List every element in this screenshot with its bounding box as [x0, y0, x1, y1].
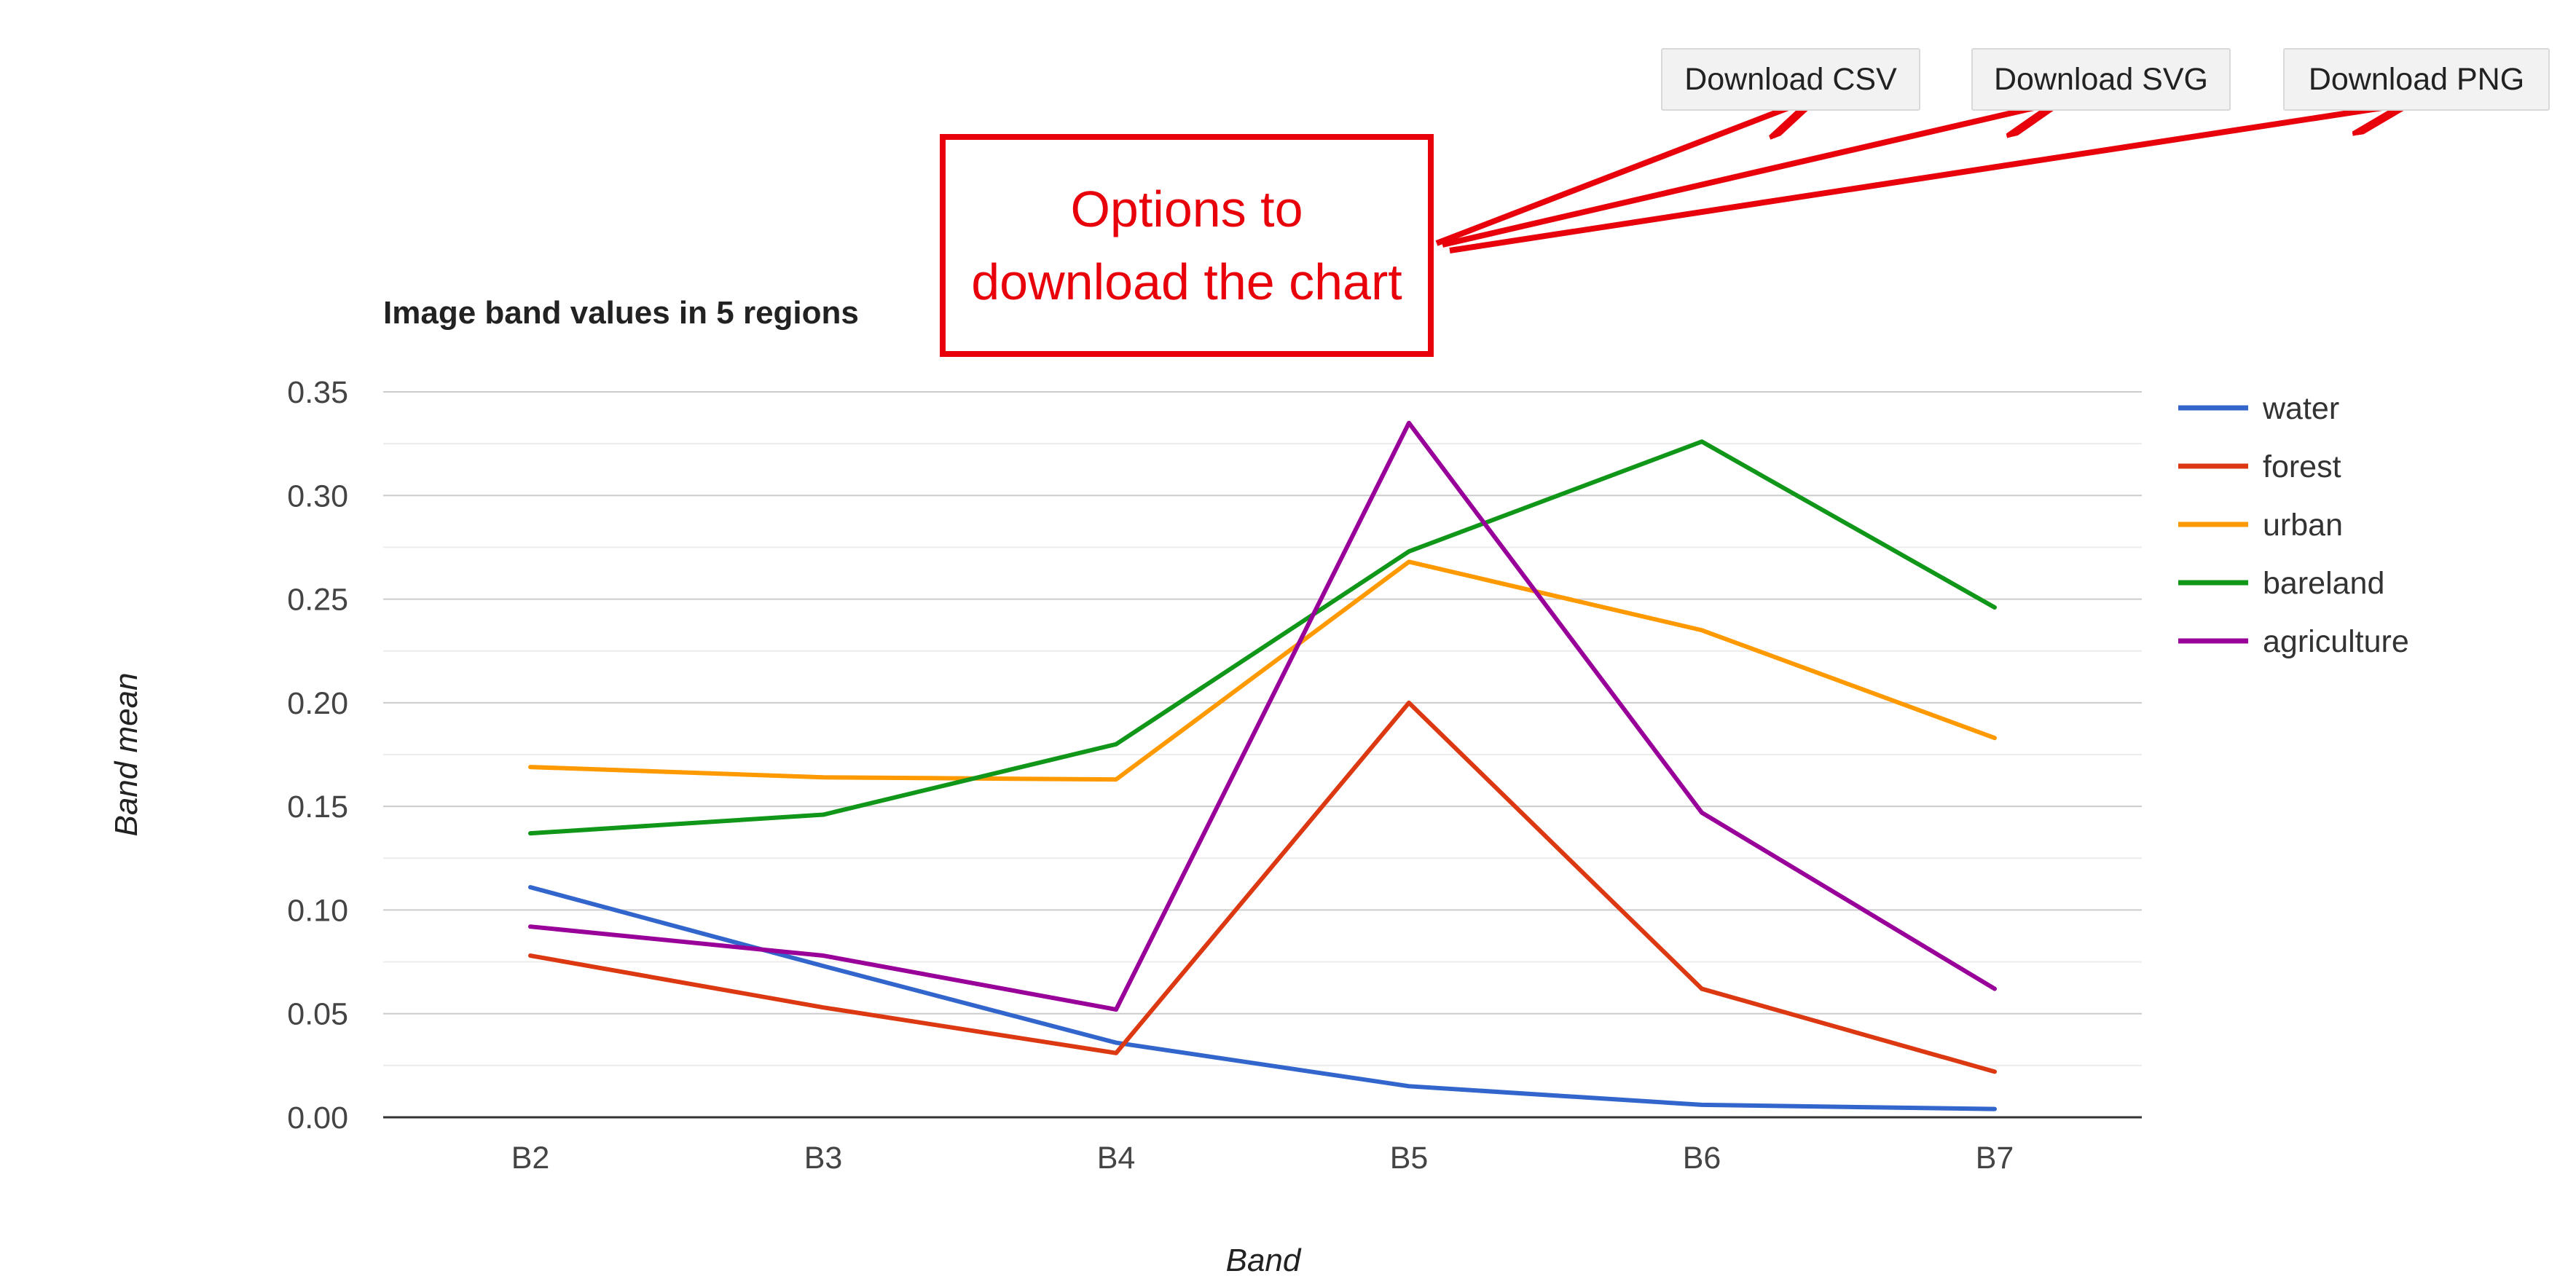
- callout-arrows: [1435, 99, 2401, 253]
- chart-title: Image band values in 5 regions: [383, 295, 859, 331]
- legend-label-urban: urban: [2263, 508, 2343, 543]
- callout-box: Options to download the chart: [940, 134, 1434, 357]
- download-csv-button[interactable]: Download CSV: [1661, 48, 1920, 111]
- legend-label-water: water: [2262, 391, 2339, 426]
- x-tick-label: B7: [1976, 1141, 2014, 1176]
- series-line-urban: [528, 559, 1997, 782]
- y-tick-label: 0.00: [287, 1101, 348, 1136]
- callout-arrow-png: [1449, 105, 2401, 253]
- series-line-agriculture: [528, 420, 1997, 1012]
- x-tick-label: B5: [1390, 1141, 1429, 1176]
- callout-arrow-csv: [1435, 99, 1811, 246]
- series-layer: [528, 420, 1997, 1111]
- x-tick-label: B2: [511, 1141, 550, 1176]
- series-line-water: [528, 885, 1997, 1111]
- y-tick-label: 0.30: [287, 479, 348, 513]
- y-tick-label: 0.05: [287, 997, 348, 1032]
- legend-label-forest: forest: [2263, 449, 2341, 484]
- series-line-bareland: [528, 439, 1997, 836]
- x-tick-label: B4: [1097, 1141, 1136, 1176]
- callout-text: Options to download the chart: [971, 181, 1402, 310]
- callout-arrow-svg: [1442, 103, 2053, 248]
- y-tick-label: 0.35: [287, 375, 348, 410]
- legend-label-agriculture: agriculture: [2263, 624, 2409, 659]
- y-tick-label: 0.15: [287, 790, 348, 824]
- y-tick-label: 0.20: [287, 686, 348, 721]
- download-png-button[interactable]: Download PNG: [2283, 48, 2550, 111]
- y-axis-title: Band mean: [109, 672, 144, 836]
- x-axis-title: Band: [1226, 1243, 1302, 1278]
- series-line-forest: [528, 700, 1997, 1074]
- download-svg-button[interactable]: Download SVG: [1971, 48, 2231, 111]
- grid-layer: [383, 391, 2142, 1066]
- legend: water forest urban bareland agriculture: [2178, 391, 2409, 659]
- y-tick-label: 0.10: [287, 893, 348, 928]
- axis-layer: 0.00 0.05 0.10 0.15 0.20 0.25 0.30 0.35 B2 B3 B4 B5…: [287, 375, 2142, 1176]
- x-tick-label: B6: [1683, 1141, 1721, 1176]
- legend-label-bareland: bareland: [2263, 566, 2384, 601]
- x-tick-label: B3: [804, 1141, 843, 1176]
- y-tick-label: 0.25: [287, 583, 348, 618]
